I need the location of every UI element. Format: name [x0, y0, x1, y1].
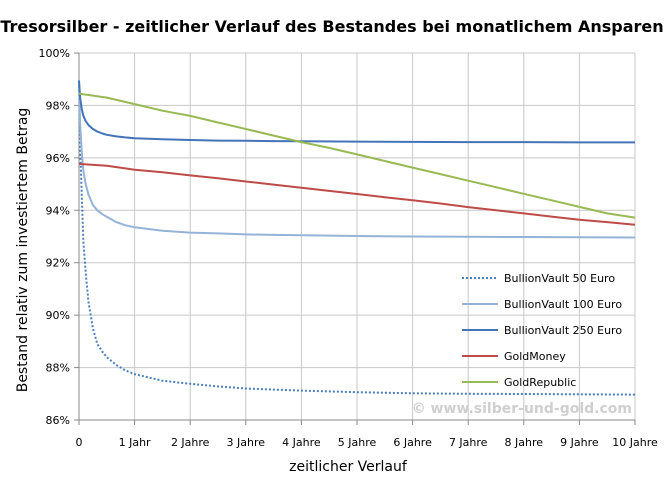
x-tick-label-6: 6 Jahre: [393, 436, 432, 449]
x-tick-label-5: 5 Jahre: [338, 436, 377, 449]
y-tick-label-1: 88%: [46, 362, 70, 375]
y-tick-label-6: 98%: [46, 99, 70, 112]
legend-label-2: BullionVault 250 Euro: [504, 324, 622, 337]
y-tick-label-3: 92%: [46, 257, 70, 270]
y-tick-labels: 86% 88% 90% 92% 94% 96% 98% 100%: [39, 47, 70, 427]
axes: [74, 52, 636, 425]
x-tick-label-1: 1 Jahr: [119, 436, 151, 449]
y-tick-label-0: 86%: [46, 414, 70, 427]
x-axis-label: zeitlicher Verlauf: [289, 459, 408, 475]
legend-label-0: BullionVault 50 Euro: [504, 272, 615, 285]
x-tick-label-8: 8 Jahre: [505, 436, 544, 449]
x-tick-label-9: 9 Jahre: [560, 436, 599, 449]
series-line-1: [78, 81, 636, 239]
y-tick-label-5: 96%: [46, 152, 70, 165]
chart-title: Tresorsilber - zeitlicher Verlauf des Be…: [0, 17, 663, 36]
series-line-3: [78, 162, 636, 226]
y-tick-label-4: 94%: [46, 204, 70, 217]
y-axis-label: Bestand relativ zum investiertem Betrag: [15, 108, 31, 393]
legend: BullionVault 50 Euro BullionVault 100 Eur…: [462, 272, 622, 389]
x-tick-label-7: 7 Jahre: [449, 436, 488, 449]
x-tick-label-2: 2 Jahre: [171, 436, 210, 449]
x-tick-label-4: 4 Jahre: [282, 436, 321, 449]
watermark-text: © www.silber-und-gold.com: [412, 401, 632, 417]
x-tick-label-0: 0: [76, 436, 83, 449]
series-line-4: [78, 92, 636, 219]
x-tick-labels: 0 1 Jahr 2 Jahre 3 Jahre 4 Jahre 5 Jahre 6 Jah…: [76, 436, 658, 449]
legend-label-1: BullionVault 100 Euro: [504, 298, 622, 311]
series-line-2: [78, 80, 635, 144]
x-tick-label-3: 3 Jahre: [227, 436, 266, 449]
series-line-0: [78, 81, 636, 396]
x-tick-label-10: 10 Jahre: [612, 436, 658, 449]
series-lines: [78, 80, 636, 396]
y-tick-label-7: 100%: [39, 47, 70, 60]
legend-label-4: GoldRepublic: [504, 376, 576, 389]
legend-label-3: GoldMoney: [504, 350, 566, 363]
y-tick-label-2: 90%: [46, 309, 70, 322]
